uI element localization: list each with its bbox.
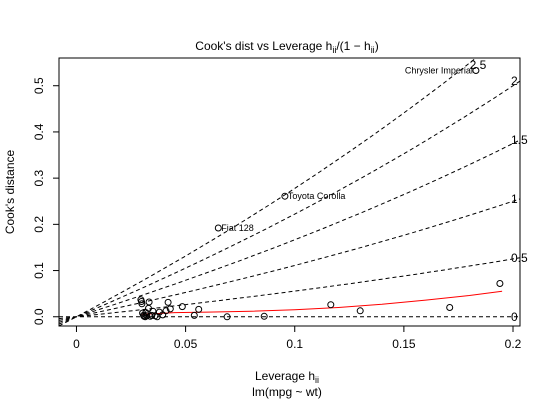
y-tick-label-5: 0.5 [32, 77, 46, 94]
y-axis-title: Cook's distance [3, 150, 17, 235]
data-point-19 [164, 298, 172, 306]
contour-line-0.5 [58, 257, 521, 320]
data-point-29 [496, 280, 504, 287]
contour-label-1.5: 1.5 [511, 133, 528, 147]
x-tick-label-3: 0.15 [392, 337, 416, 351]
x-tick-label-1: 0.05 [174, 337, 198, 351]
contour-line-1.5 [58, 139, 521, 323]
chart-title-suffix-subscript: ii [371, 45, 375, 55]
y-tick-label-2: 0.2 [32, 216, 46, 233]
chart-title-main: Cook's dist vs Leverage h [195, 39, 332, 53]
data-point-26 [327, 301, 335, 309]
contour-label-0.5: 0.5 [511, 251, 528, 265]
contour-lines: 00.511.522.5 [58, 57, 528, 327]
y-tick-label-0: 0.0 [32, 308, 46, 325]
chart-subtitle: lm(mpg ~ wt) [252, 385, 322, 399]
data-point-21 [178, 303, 186, 311]
data-point-23 [195, 305, 203, 313]
point-label-1: Fiat 128 [221, 223, 254, 233]
x-tick-label-2: 0.1 [286, 337, 303, 351]
chart-title-suffix: /(1 − h [336, 39, 370, 53]
x-axis: 0 0.05 0.1 0.15 0.2 [73, 325, 522, 351]
contour-label-0: 0 [511, 310, 518, 324]
data-point-8 [143, 312, 151, 320]
point-label-0: Toyota Corolla [288, 191, 346, 201]
data-point-10 [145, 298, 153, 306]
chart-title-subscript: ii [332, 45, 336, 55]
y-axis: 0.0 0.1 0.2 0.3 0.4 0.5 [32, 77, 60, 325]
contour-line-2 [58, 80, 521, 325]
x-axis-title-main: Leverage h [255, 369, 315, 383]
y-tick-label-3: 0.3 [32, 169, 46, 186]
data-point-25 [260, 312, 268, 320]
data-point-28 [446, 304, 454, 311]
data-point-6 [141, 313, 149, 321]
x-tick-label-0: 0 [73, 337, 80, 351]
data-point-18 [162, 307, 170, 315]
contour-line-1 [58, 198, 521, 321]
smooth-line [141, 290, 503, 315]
x-axis-title: Leverage hii [255, 369, 319, 385]
labeled-point-2 [472, 67, 480, 74]
x-tick-label-4: 0.2 [505, 337, 522, 351]
contour-line-2.5 [58, 57, 477, 327]
labeled-point-0 [281, 192, 289, 200]
y-tick-label-1: 0.1 [32, 262, 46, 279]
data-point-24 [223, 313, 231, 321]
smooth-curve-group [141, 290, 503, 315]
data-point-27 [356, 307, 364, 315]
point-label-2: Chrysler Imperial [405, 66, 473, 76]
x-axis-title-subscript: ii [315, 375, 319, 385]
contour-label-2: 2 [511, 74, 518, 88]
labeled-point-1 [214, 224, 222, 232]
point-labels: Toyota Corolla Fiat 128 Chrysler Imperial [221, 66, 473, 234]
data-point-20 [166, 305, 174, 313]
data-point-2 [138, 300, 146, 308]
chart-title-close: ) [375, 39, 379, 53]
data-point-22 [190, 311, 198, 319]
chart-title: Cook's dist vs Leverage hii/(1 − hii) [195, 39, 378, 55]
y-tick-label-4: 0.4 [32, 123, 46, 140]
contour-label-1: 1 [511, 192, 518, 206]
data-points [137, 67, 504, 321]
